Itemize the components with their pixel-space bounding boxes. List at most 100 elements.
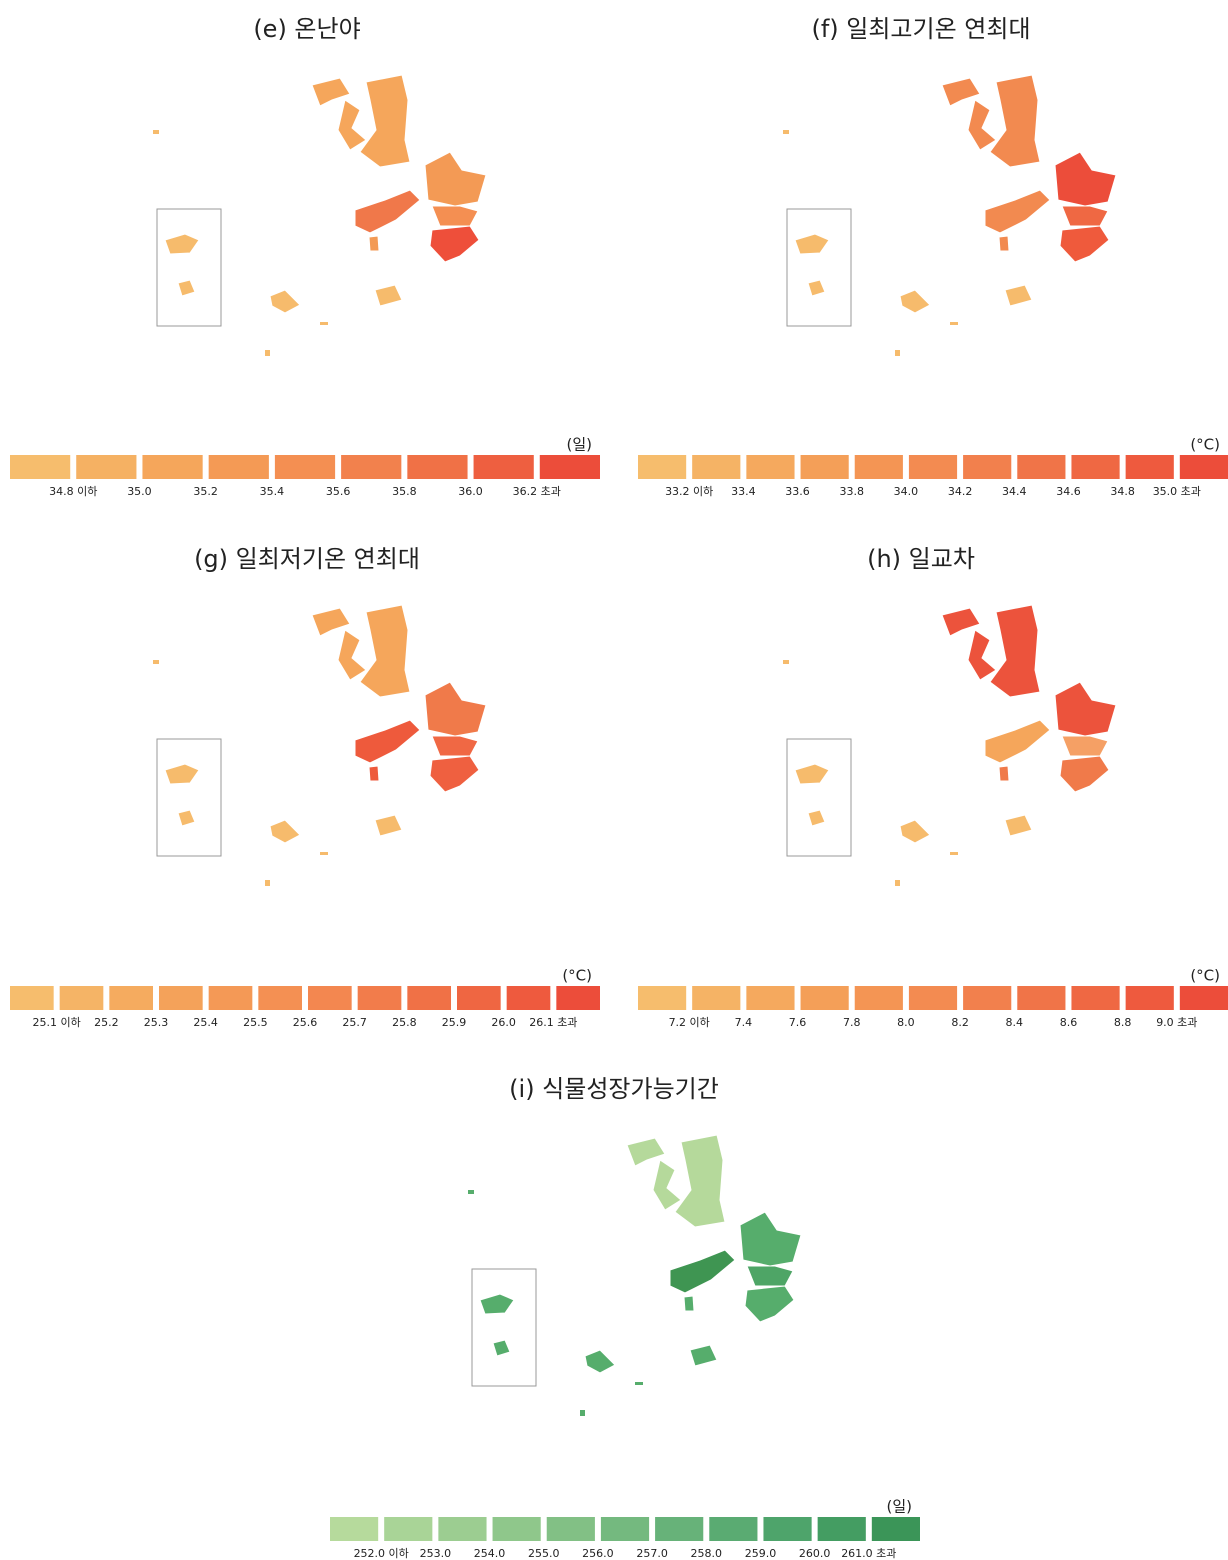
- islet: [153, 660, 159, 664]
- legend-swatch: [963, 986, 1012, 1010]
- legend-label: 25.9: [442, 1016, 467, 1029]
- legend-label: 35.2: [193, 485, 218, 498]
- region: [807, 279, 826, 297]
- legend-swatch: [308, 986, 352, 1010]
- region: [368, 765, 380, 782]
- region: [177, 809, 196, 827]
- legend-swatch: [638, 986, 687, 1010]
- legend-label: 8.6: [1060, 1016, 1078, 1029]
- region: [584, 1344, 718, 1374]
- region: [989, 74, 1041, 168]
- legend-label: 34.8: [1110, 485, 1135, 498]
- legend-unit: (일): [566, 436, 592, 454]
- legend-swatch: [746, 986, 795, 1010]
- legend-label: 253.0: [420, 1547, 452, 1560]
- region: [744, 1285, 795, 1323]
- islet: [783, 660, 789, 664]
- islet: [580, 1410, 585, 1416]
- islet: [320, 852, 328, 855]
- legend-swatch: [556, 986, 600, 1010]
- legend-swatch: [763, 1517, 812, 1541]
- legend-swatch: [258, 986, 302, 1010]
- legend-label: 258.0: [691, 1547, 723, 1560]
- legend-label: 260.0: [799, 1547, 831, 1560]
- legend-label: 255.0: [528, 1547, 560, 1560]
- legend-swatch: [854, 455, 903, 479]
- legend-swatch: [908, 455, 958, 479]
- legend-label: 34.8 이하: [49, 484, 97, 498]
- map: [468, 1134, 802, 1416]
- region: [669, 1249, 736, 1294]
- inset-frame: [156, 208, 222, 327]
- legend-label: 7.6: [789, 1016, 807, 1029]
- legend-swatch: [871, 1517, 920, 1541]
- legend-swatch: [655, 1517, 704, 1541]
- legend-swatch: [692, 455, 741, 479]
- legend-swatch: [1179, 455, 1228, 479]
- legend-swatch: [1125, 986, 1174, 1010]
- region: [431, 205, 479, 227]
- region: [177, 279, 196, 297]
- legend-swatch: [341, 455, 402, 479]
- legend-swatch: [709, 1517, 758, 1541]
- legend-label: 34.0: [894, 485, 919, 498]
- map-panel: (e) 온난야 34.8 이하 35.0 35.2 35.4 35.6 35.8 36.0 36…: [10, 15, 600, 498]
- panel-title: (i) 식물성장가능기간: [509, 1075, 719, 1103]
- region: [794, 233, 830, 255]
- region: [359, 74, 411, 168]
- region: [354, 189, 421, 234]
- region: [164, 233, 200, 255]
- islet: [950, 852, 958, 855]
- islet: [265, 880, 270, 886]
- panel-title: (f) 일최고기온 연최대: [811, 15, 1030, 43]
- legend-label: 33.6: [785, 485, 810, 498]
- region: [998, 235, 1010, 252]
- legend-swatch: [457, 986, 501, 1010]
- legend-swatch: [908, 986, 958, 1010]
- region: [164, 763, 200, 785]
- region: [479, 1293, 515, 1315]
- legend-swatch: [208, 455, 269, 479]
- legend-label: 25.3: [144, 1016, 169, 1029]
- inset-frame: [786, 738, 852, 857]
- legend-label: 26.0: [491, 1016, 516, 1029]
- legend-swatch: [1125, 455, 1174, 479]
- legend-swatch: [817, 1517, 866, 1541]
- islet: [265, 350, 270, 356]
- legend-label: 33.2 이하: [665, 484, 713, 498]
- legend-label: 25.6: [293, 1016, 318, 1029]
- region: [941, 77, 981, 107]
- legend-label: 36.2 초과: [513, 485, 561, 498]
- region: [337, 629, 367, 681]
- legend-label: 261.0 초과: [841, 1547, 896, 1560]
- map-panel: (f) 일최고기온 연최대 33.2 이하 33.4 33.6 33.8 34.0 34.2…: [638, 15, 1228, 498]
- map-panel: (g) 일최저기온 연최대 25.1 이하 25.2 25.3 25.4 25.5 25.6…: [10, 545, 600, 1029]
- legend-swatch: [159, 986, 203, 1010]
- region: [429, 225, 480, 263]
- region: [967, 99, 997, 151]
- legend-label: 33.4: [731, 485, 756, 498]
- legend-swatch: [1071, 455, 1120, 479]
- legend-swatch: [746, 455, 795, 479]
- map-panel: (i) 식물성장가능기간 252.0 이하 253.0 254.0 255.0 256.0…: [330, 1075, 920, 1560]
- islet: [895, 880, 900, 886]
- region: [359, 604, 411, 698]
- legend-label: 7.4: [735, 1016, 753, 1029]
- legend-label: 26.1 초과: [529, 1016, 577, 1029]
- legend-label: 25.7: [342, 1016, 367, 1029]
- legend-swatch: [274, 455, 336, 479]
- inset-frame: [471, 1268, 537, 1387]
- legend-label: 25.2: [94, 1016, 119, 1029]
- region: [354, 719, 421, 764]
- islet: [468, 1190, 474, 1194]
- region: [1054, 151, 1117, 207]
- region: [967, 629, 997, 681]
- legend-label: 35.0: [127, 485, 152, 498]
- legend-label: 36.0: [458, 485, 483, 498]
- inset-frame: [786, 208, 852, 327]
- legend-swatch: [800, 455, 849, 479]
- region: [1059, 225, 1110, 263]
- legend-swatch: [539, 455, 600, 479]
- legend-label: 25.5: [243, 1016, 268, 1029]
